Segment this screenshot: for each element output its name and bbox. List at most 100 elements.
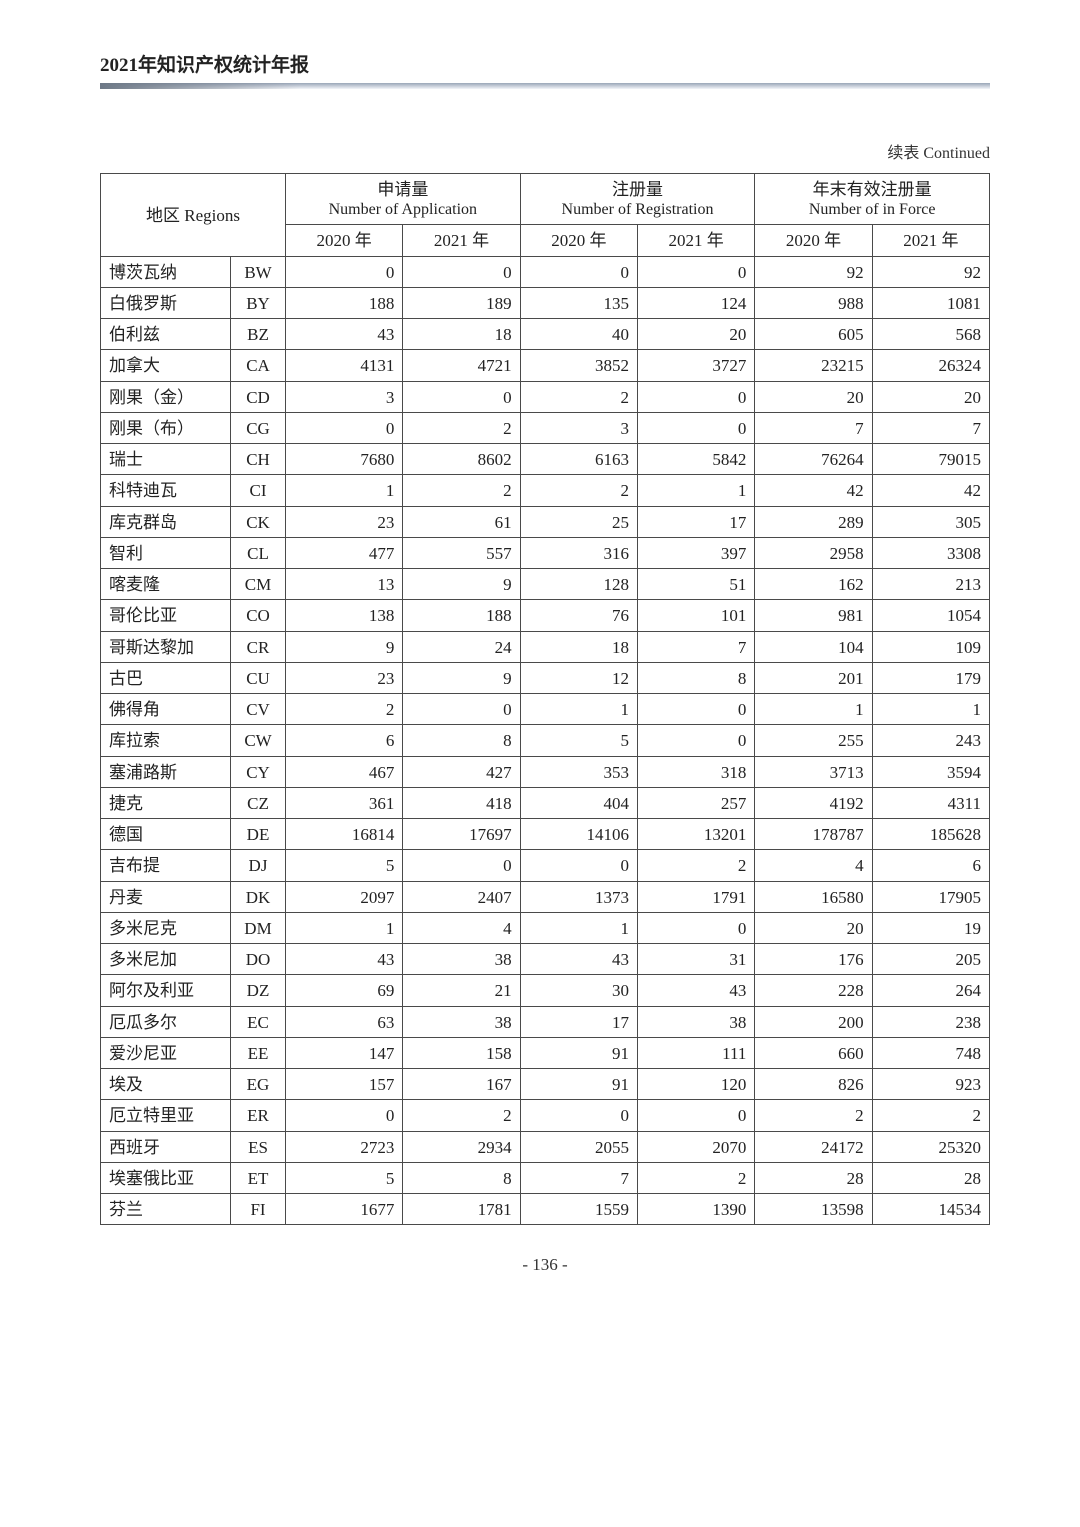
app-2021: 0 <box>403 381 520 412</box>
app-2020: 1677 <box>286 1194 403 1225</box>
reg-2021: 8 <box>638 662 755 693</box>
force-2020: 2958 <box>755 537 872 568</box>
page-header: 2021年知识产权统计年报 <box>100 50 990 89</box>
table-row: 喀麦隆CM13912851162213 <box>101 569 990 600</box>
force-2021: 92 <box>872 256 989 287</box>
region-code: ES <box>231 1131 286 1162</box>
region-code: BZ <box>231 319 286 350</box>
reg-2020: 30 <box>520 975 637 1006</box>
force-2020: 200 <box>755 1006 872 1037</box>
table-body: 博茨瓦纳BW00009292白俄罗斯BY1881891351249881081伯… <box>101 256 990 1225</box>
region-name: 哥斯达黎加 <box>101 631 231 662</box>
force-2021: 2 <box>872 1100 989 1131</box>
table-row: 瑞士CH76808602616358427626479015 <box>101 444 990 475</box>
region-code: ER <box>231 1100 286 1131</box>
force-2021: 1 <box>872 694 989 725</box>
force-2020: 16580 <box>755 881 872 912</box>
table-row: 吉布提DJ500246 <box>101 850 990 881</box>
force-2021: 213 <box>872 569 989 600</box>
app-2020: 147 <box>286 1037 403 1068</box>
app-2020: 3 <box>286 381 403 412</box>
force-2020: 20 <box>755 912 872 943</box>
region-code: DZ <box>231 975 286 1006</box>
force-2020: 605 <box>755 319 872 350</box>
force-2020: 28 <box>755 1162 872 1193</box>
reg-2021: 0 <box>638 256 755 287</box>
app-2020: 6 <box>286 725 403 756</box>
force-2021: 17905 <box>872 881 989 912</box>
reg-2021: 13201 <box>638 819 755 850</box>
reg-2021: 43 <box>638 975 755 1006</box>
force-2021: 568 <box>872 319 989 350</box>
reg-2020: 7 <box>520 1162 637 1193</box>
col-inforce-cn: 年末有效注册量 <box>763 179 981 200</box>
col-application-cn: 申请量 <box>294 179 512 200</box>
reg-2021: 38 <box>638 1006 755 1037</box>
col-reg-2020: 2020 年 <box>520 225 637 256</box>
reg-2021: 1791 <box>638 881 755 912</box>
force-2020: 1 <box>755 694 872 725</box>
force-2020: 23215 <box>755 350 872 381</box>
table-row: 捷克CZ36141840425741924311 <box>101 787 990 818</box>
region-code: ET <box>231 1162 286 1193</box>
reg-2021: 5842 <box>638 444 755 475</box>
region-name: 德国 <box>101 819 231 850</box>
region-code: CA <box>231 350 286 381</box>
page: 2021年知识产权统计年报 续表 Continued 地区 Regions 申请… <box>0 0 1080 1527</box>
region-code: DM <box>231 912 286 943</box>
table-row: 白俄罗斯BY1881891351249881081 <box>101 287 990 318</box>
reg-2021: 3727 <box>638 350 755 381</box>
force-2021: 4311 <box>872 787 989 818</box>
col-inforce: 年末有效注册量 Number of in Force <box>755 174 990 225</box>
force-2020: 176 <box>755 944 872 975</box>
table-row: 刚果（布）CG023077 <box>101 412 990 443</box>
app-2020: 361 <box>286 787 403 818</box>
col-force-2021: 2021 年 <box>872 225 989 256</box>
region-name: 库克群岛 <box>101 506 231 537</box>
app-2021: 0 <box>403 256 520 287</box>
app-2020: 9 <box>286 631 403 662</box>
reg-2021: 257 <box>638 787 755 818</box>
reg-2021: 0 <box>638 694 755 725</box>
header-rule <box>100 83 990 89</box>
reg-2020: 1 <box>520 694 637 725</box>
table-row: 爱沙尼亚EE14715891111660748 <box>101 1037 990 1068</box>
region-code: CY <box>231 756 286 787</box>
table-row: 埃塞俄比亚ET58722828 <box>101 1162 990 1193</box>
region-code: CU <box>231 662 286 693</box>
force-2020: 92 <box>755 256 872 287</box>
table-row: 丹麦DK20972407137317911658017905 <box>101 881 990 912</box>
reg-2020: 6163 <box>520 444 637 475</box>
region-code: BY <box>231 287 286 318</box>
table-row: 博茨瓦纳BW00009292 <box>101 256 990 287</box>
force-2020: 289 <box>755 506 872 537</box>
reg-2020: 0 <box>520 256 637 287</box>
reg-2021: 111 <box>638 1037 755 1068</box>
force-2021: 20 <box>872 381 989 412</box>
region-code: CH <box>231 444 286 475</box>
reg-2020: 0 <box>520 1100 637 1131</box>
force-2020: 104 <box>755 631 872 662</box>
col-registration-en: Number of Registration <box>529 200 747 220</box>
force-2020: 981 <box>755 600 872 631</box>
region-name: 博茨瓦纳 <box>101 256 231 287</box>
reg-2020: 1 <box>520 912 637 943</box>
app-2020: 23 <box>286 506 403 537</box>
app-2021: 557 <box>403 537 520 568</box>
force-2020: 24172 <box>755 1131 872 1162</box>
force-2021: 243 <box>872 725 989 756</box>
table-row: 库克群岛CK23612517289305 <box>101 506 990 537</box>
region-name: 瑞士 <box>101 444 231 475</box>
app-2020: 1 <box>286 912 403 943</box>
reg-2021: 0 <box>638 412 755 443</box>
region-name: 智利 <box>101 537 231 568</box>
force-2020: 201 <box>755 662 872 693</box>
app-2021: 0 <box>403 694 520 725</box>
reg-2021: 1390 <box>638 1194 755 1225</box>
col-app-2020: 2020 年 <box>286 225 403 256</box>
region-code: EC <box>231 1006 286 1037</box>
reg-2021: 2 <box>638 1162 755 1193</box>
region-name: 厄立特里亚 <box>101 1100 231 1131</box>
col-app-2021: 2021 年 <box>403 225 520 256</box>
force-2021: 185628 <box>872 819 989 850</box>
